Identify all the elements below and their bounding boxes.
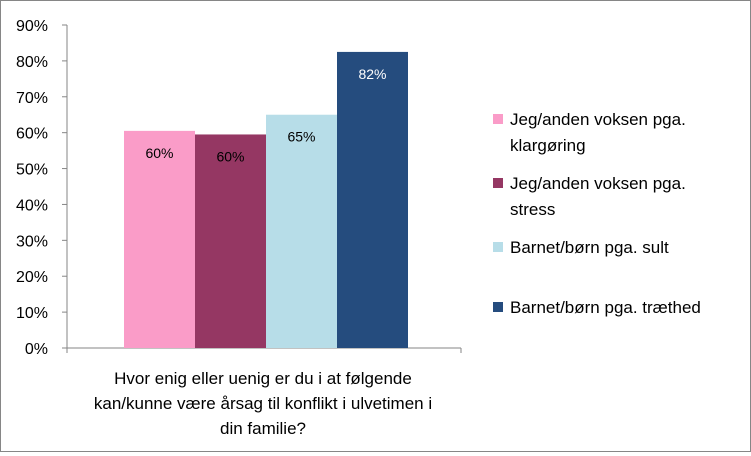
y-tick-label: 10% [16, 305, 48, 322]
legend-swatch [493, 178, 503, 188]
data-labels: 60% 60% 65% 82% [145, 66, 386, 165]
y-tick-label: 20% [16, 269, 48, 286]
y-tick-label: 50% [16, 162, 48, 179]
data-label: 60% [145, 145, 173, 161]
legend-label: Barnet/børn pga. sult [510, 238, 669, 257]
bar [337, 51, 408, 349]
data-label: 60% [216, 148, 244, 164]
y-tick-label: 90% [16, 18, 48, 35]
y-axis: 0% 10% 20% 30% 40% 50% 60% 70% 80% 90% [16, 18, 462, 358]
bar [124, 130, 195, 348]
legend-label: stress [510, 200, 555, 219]
y-tick-label: 0% [25, 341, 48, 358]
legend-label: Jeg/anden voksen pga. [510, 110, 686, 129]
legend-swatch [493, 302, 503, 312]
legend-label: klargøring [510, 136, 586, 155]
legend-label: Barnet/børn pga. træthed [510, 298, 701, 317]
y-tick-label: 70% [16, 90, 48, 107]
data-label: 65% [287, 129, 315, 145]
legend-label: Jeg/anden voksen pga. [510, 174, 686, 193]
y-tick-label: 40% [16, 197, 48, 214]
legend-swatch [493, 242, 503, 252]
x-category-label: kan/kunne være årsag til konflikt i ulve… [94, 394, 432, 413]
bar [266, 114, 337, 348]
x-category-label: Hvor enig eller uenig er du i at følgend… [114, 369, 412, 388]
y-tick-label: 60% [16, 126, 48, 143]
data-label: 82% [358, 66, 386, 82]
legend: Jeg/anden voksen pga. klargøring Jeg/anden… [493, 110, 701, 317]
y-tick-label: 30% [16, 233, 48, 250]
bar [195, 134, 266, 348]
x-axis-label: Hvor enig eller uenig er du i at følgend… [94, 369, 432, 438]
legend-swatch [493, 114, 503, 124]
bars [124, 51, 408, 349]
y-tick-label: 80% [16, 54, 48, 71]
x-category-label: din familie? [220, 419, 306, 438]
